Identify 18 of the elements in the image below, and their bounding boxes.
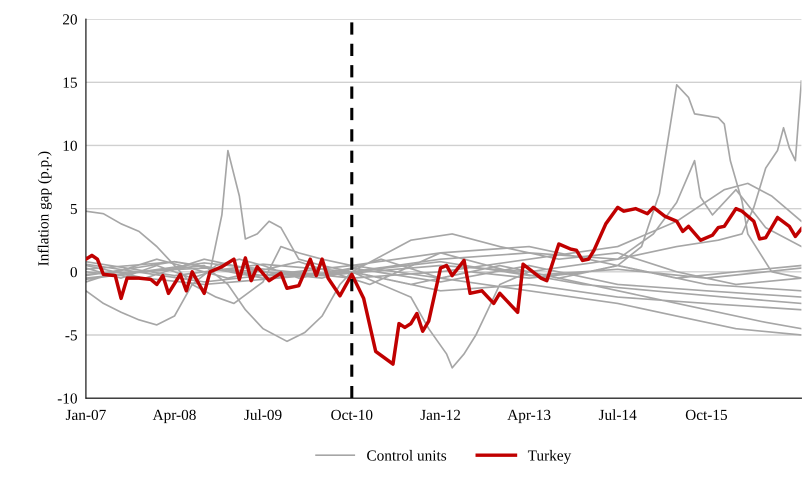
legend-label: Turkey — [528, 450, 572, 464]
x-tick-label: Oct-10 — [331, 410, 372, 420]
x-tick-label: Jul-09 — [244, 409, 282, 420]
y-tick-label: 5 — [70, 204, 77, 214]
x-tick-label: Jan-07 — [66, 410, 106, 420]
x-tick-label: Apr-13 — [507, 410, 550, 424]
x-tick-label: Oct-15 — [686, 410, 728, 420]
y-tick-label: -5 — [65, 330, 77, 340]
x-tick-label: Apr-08 — [152, 410, 196, 424]
legend-label: Control units — [367, 450, 446, 461]
y-axis-title: Inflation gap (p.p.) — [38, 152, 52, 266]
x-tick-label: Jul-14 — [598, 409, 637, 420]
y-tick-label: -10 — [58, 393, 78, 404]
y-tick-label: 10 — [64, 140, 78, 151]
x-tick-label: Jan-12 — [420, 410, 460, 420]
y-tick-label: 0 — [70, 266, 78, 278]
y-tick-label: 20 — [62, 14, 78, 25]
y-tick-label: 15 — [64, 78, 77, 88]
